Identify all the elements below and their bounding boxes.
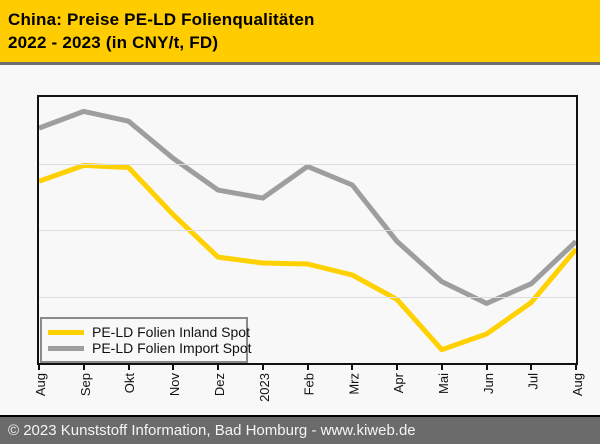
x-tick-label: Aug [570,373,585,397]
x-tick-mark [440,365,443,370]
x-tick-label: Aug [33,373,48,397]
plot-area [37,95,578,365]
x-tick-mark [172,365,175,370]
x-tick-mark [396,365,398,370]
x-tick-mark [38,365,40,370]
legend-swatch-icon [48,345,84,351]
x-tick-label: Feb [301,373,317,396]
x-tick-label: Dez [212,373,227,397]
legend-label: PE-LD Folien Import Spot [92,340,252,356]
x-tick-label: Sep [77,373,93,397]
footer-bar: © 2023 Kunststoff Information, Bad Hombu… [0,415,600,444]
gridline [39,230,576,231]
gridline [39,296,576,298]
x-tick-mark [261,365,264,370]
chart-title-line-1: China: Preise PE-LD Folienqualitäten [8,10,315,29]
x-tick-mark [485,365,488,370]
copyright-text: © 2023 Kunststoff Information, Bad Hombu… [8,422,416,439]
x-tick-label: Apr [391,373,406,394]
x-tick-mark [217,365,219,370]
x-tick-mark [82,365,85,370]
header-divider [0,62,600,65]
legend: PE-LD Folien Inland Spot PE-LD Folien Imp… [40,317,252,363]
x-tick-mark [306,365,309,370]
x-tick-label: Jun [480,373,496,394]
legend-swatch-icon [48,329,84,335]
x-tick-mark [351,365,354,370]
x-tick-label: Okt [122,373,138,394]
series-line-pe-ld-folien-import-spot [39,108,576,306]
legend-row: PE-LD Folien Inland Spot [48,324,250,340]
x-tick-label: Mai [435,373,451,394]
x-tick-mark [575,365,577,370]
legend-label: PE-LD Folien Inland Spot [92,324,250,340]
x-tick-label: Nov [167,373,183,397]
legend-row: PE-LD Folien Import Spot [48,340,252,356]
chart-header: China: Preise PE-LD Folienqualitäten 202… [0,0,600,62]
price-lines-svg [39,108,576,353]
chart-title-line-2: 2022 - 2023 (in CNY/t, FD) [8,33,219,52]
x-tick-label: Mrz [346,373,362,395]
x-tick-mark [127,365,130,370]
x-tick-label: 2023 [256,373,272,402]
x-tick-mark [530,365,533,370]
gridline [39,163,576,165]
series-line-pe-ld-folien-inland-spot [39,162,576,353]
x-tick-label: Jul [525,373,541,390]
